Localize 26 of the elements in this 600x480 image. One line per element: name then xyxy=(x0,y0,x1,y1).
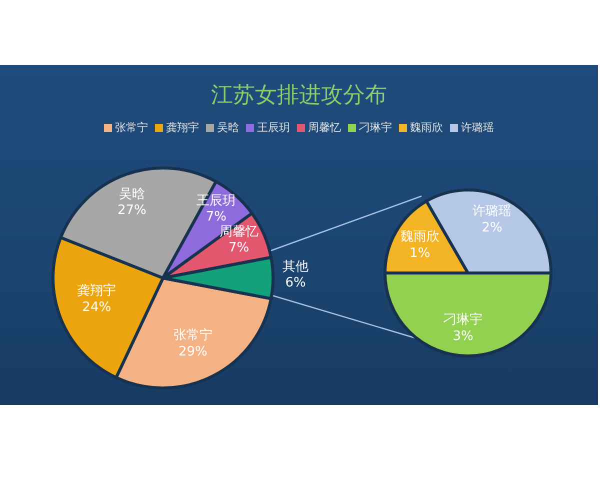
data-label: 29% xyxy=(178,344,208,360)
data-label: 3% xyxy=(452,328,474,344)
slice-label: 龚翔宇 xyxy=(77,282,116,299)
legend-label: 许璐瑶 xyxy=(461,121,494,135)
legend-label: 龚翔宇 xyxy=(166,121,199,135)
data-label: 24% xyxy=(82,300,112,315)
slice-label: 张常宁 xyxy=(173,327,212,344)
legend-label: 刁琳宇 xyxy=(359,121,392,135)
data-label: 27% xyxy=(117,203,146,218)
slice-label: 许璐瑶 xyxy=(472,204,512,220)
slice-label: 其他 xyxy=(282,259,308,274)
legend-label: 王辰玥 xyxy=(257,121,290,135)
slice-label: 吴晗 xyxy=(118,186,145,202)
legend-label: 周馨忆 xyxy=(308,121,341,135)
slice-label: 周馨忆 xyxy=(219,224,258,240)
chart-title: 江苏女排进攻分布 xyxy=(210,82,388,110)
legend-label: 张常宁 xyxy=(115,121,148,135)
data-label: 1% xyxy=(410,246,430,261)
slice-label: 刁琳宇 xyxy=(442,312,482,328)
data-label: 7% xyxy=(206,210,227,225)
slice-label: 魏雨欣 xyxy=(400,230,440,244)
data-label: 6% xyxy=(285,276,306,291)
data-label: 2% xyxy=(482,220,502,236)
data-label: 7% xyxy=(228,240,250,256)
legend-label: 吴晗 xyxy=(217,121,239,135)
legend-label: 魏雨欣 xyxy=(410,121,443,135)
